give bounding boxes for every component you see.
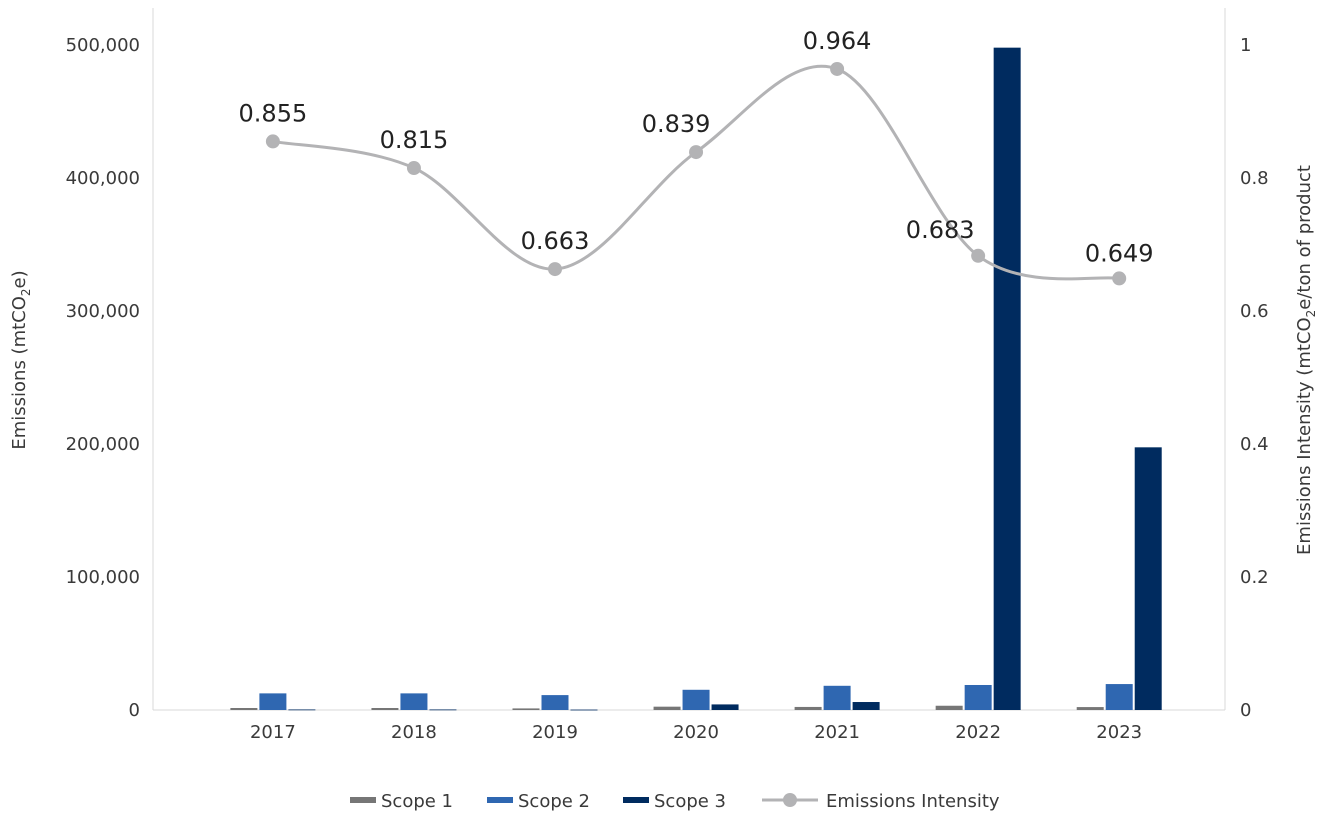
legend-label: Scope 1 (381, 791, 453, 812)
legend-swatch-scope-1 (350, 797, 376, 803)
x-tick-label: 2023 (1096, 722, 1142, 743)
bar-scope-1-2019 (512, 708, 540, 710)
intensity-data-label: 0.855 (239, 99, 308, 127)
bar-scope-3-2019 (570, 709, 598, 711)
chart-bars (230, 47, 1162, 711)
intensity-data-label: 0.964 (803, 27, 872, 55)
y-right-tick-label: 0.6 (1240, 301, 1269, 322)
bar-scope-3-2021 (852, 702, 880, 710)
intensity-point-2017 (265, 134, 280, 149)
intensity-point-2021 (830, 61, 845, 76)
y-left-tick-label: 200,000 (66, 434, 140, 455)
intensity-data-label: 0.815 (380, 126, 449, 154)
x-tick-label: 2022 (955, 722, 1001, 743)
y-right-tick-label: 0 (1240, 700, 1251, 721)
intensity-data-label: 0.663 (521, 227, 590, 255)
chart-axes: 0 100,000 200,000 300,000 400,000 500,000 0 0.2… (9, 8, 1318, 743)
y-right-tick-label: 1 (1240, 35, 1251, 56)
legend-marker-intensity (783, 793, 797, 807)
legend-swatch-scope-3 (623, 797, 649, 803)
bar-scope-1-2021 (794, 706, 822, 710)
bar-scope-2-2023 (1105, 684, 1133, 710)
bar-scope-2-2020 (682, 689, 710, 710)
y-right-tick-label: 0.4 (1240, 434, 1269, 455)
bar-scope-2-2017 (259, 693, 287, 710)
intensity-point-2020 (689, 145, 704, 160)
bar-scope-3-2017 (288, 709, 316, 711)
legend-label: Scope 2 (518, 791, 590, 812)
intensity-data-label: 0.683 (906, 216, 975, 244)
chart-legend: Scope 1 Scope 2 Scope 3 Emissions Intensity (350, 791, 1000, 812)
data-labels: 0.855 0.815 0.663 0.839 0.964 0.683 0.649 (239, 27, 1154, 267)
intensity-data-label: 0.839 (642, 110, 711, 138)
intensity-data-label: 0.649 (1085, 239, 1154, 267)
y-right-tick-label: 0.2 (1240, 567, 1269, 588)
bar-scope-2-2021 (823, 685, 851, 710)
x-tick-label: 2019 (532, 722, 578, 743)
x-tick-label: 2018 (391, 722, 437, 743)
y-left-tick-label: 100,000 (66, 567, 140, 588)
bar-scope-1-2020 (653, 706, 681, 710)
x-tick-label: 2020 (673, 722, 719, 743)
intensity-line (265, 61, 1127, 286)
y-right-tick-label: 0.8 (1240, 168, 1269, 189)
x-tick-label: 2021 (814, 722, 860, 743)
legend-label: Scope 3 (654, 791, 726, 812)
legend-swatch-scope-2 (487, 797, 513, 803)
y-left-tick-label: 500,000 (66, 35, 140, 56)
y-left-axis-title: Emissions (mtCO2e) (9, 270, 33, 449)
intensity-point-2018 (406, 161, 421, 176)
bar-scope-3-2018 (429, 709, 457, 711)
emissions-intensity-line (272, 64, 1120, 281)
intensity-point-2023 (1112, 271, 1127, 286)
bar-scope-1-2023 (1076, 707, 1104, 710)
bar-scope-2-2018 (400, 693, 428, 710)
legend-label: Emissions Intensity (826, 791, 1000, 812)
y-right-axis-title: Emissions Intensity (mtCO2e/ton of produ… (1294, 165, 1318, 555)
y-left-tick-label: 300,000 (66, 301, 140, 322)
bar-scope-1-2017 (230, 708, 258, 710)
y-left-tick-label: 0 (129, 700, 140, 721)
bar-scope-1-2018 (371, 708, 399, 710)
x-tick-label: 2017 (250, 722, 296, 743)
bar-scope-1-2022 (935, 705, 963, 710)
intensity-point-2019 (548, 262, 562, 277)
bar-scope-3-2020 (711, 704, 739, 710)
bar-scope-3-2023 (1134, 447, 1162, 710)
bar-scope-2-2022 (964, 684, 992, 710)
intensity-point-2022 (971, 248, 986, 263)
bar-scope-2-2019 (541, 695, 569, 710)
bar-scope-3-2022 (993, 47, 1021, 711)
y-left-tick-label: 400,000 (66, 168, 140, 189)
